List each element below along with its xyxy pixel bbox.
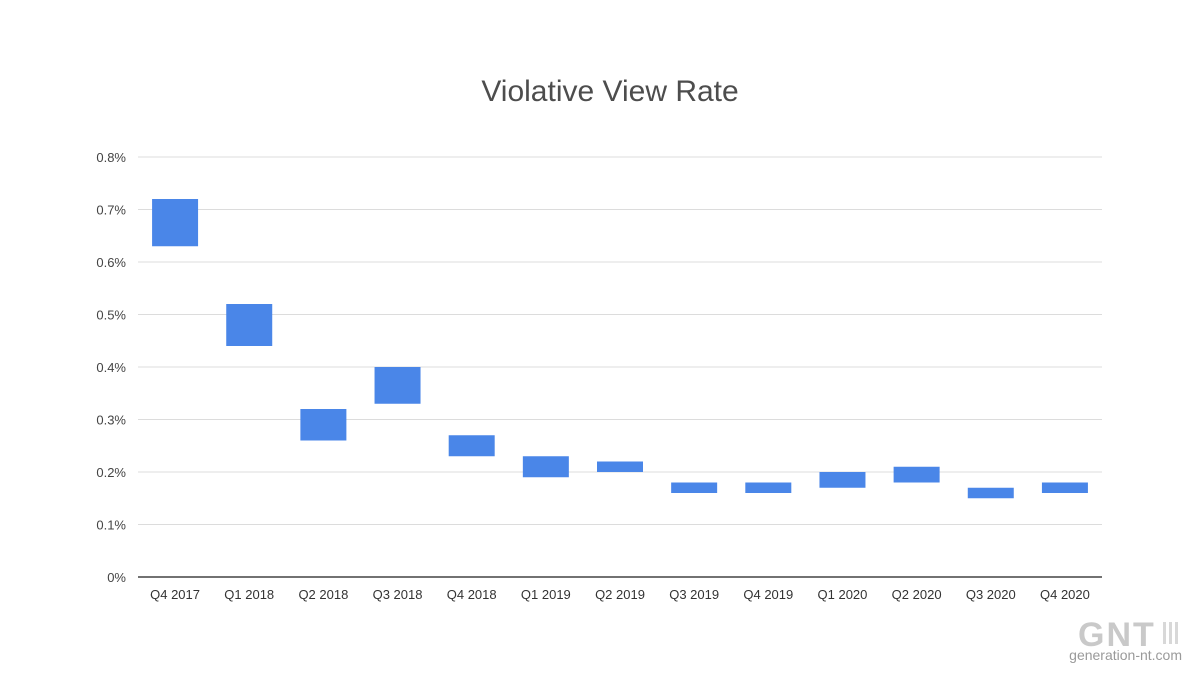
bar	[374, 367, 421, 404]
watermark-url: generation-nt.com	[1069, 647, 1182, 663]
bar	[522, 456, 569, 478]
x-tick-label: Q1 2019	[521, 587, 571, 602]
bars	[152, 199, 1088, 499]
x-tick-label: Q2 2020	[892, 587, 942, 602]
bar	[448, 435, 495, 457]
bar	[671, 482, 718, 493]
x-tick-label: Q3 2019	[669, 587, 719, 602]
bar	[152, 199, 199, 247]
watermark-bar-1	[1163, 622, 1166, 644]
bar	[893, 466, 940, 483]
bar	[1041, 482, 1088, 493]
bar	[745, 482, 792, 493]
y-tick-label: 0%	[107, 570, 126, 585]
x-tick-label: Q3 2020	[966, 587, 1016, 602]
x-axis-ticks: Q4 2017 Q1 2018 Q2 2018 Q3 2018 Q4 2018 Q1 20…	[150, 587, 1090, 602]
y-tick-label: 0.4%	[96, 360, 126, 375]
y-tick-label: 0.6%	[96, 255, 126, 270]
x-tick-label: Q4 2019	[743, 587, 793, 602]
x-tick-label: Q3 2018	[373, 587, 423, 602]
x-tick-label: Q4 2018	[447, 587, 497, 602]
bar	[300, 409, 347, 441]
y-axis-ticks: 0% 0.1% 0.2% 0.3% 0.4% 0.5% 0.6% 0.7% 0.8%	[96, 150, 126, 585]
x-tick-label: Q4 2020	[1040, 587, 1090, 602]
y-tick-label: 0.3%	[96, 413, 126, 428]
x-tick-label: Q4 2017	[150, 587, 200, 602]
watermark-bar-2	[1169, 622, 1172, 644]
y-tick-label: 0.5%	[96, 308, 126, 323]
watermark: GNT generation-nt.com	[1069, 616, 1182, 663]
y-tick-label: 0.7%	[96, 203, 126, 218]
chart-title: Violative View Rate	[481, 75, 738, 108]
grid	[138, 156, 1102, 578]
bar	[597, 461, 643, 472]
x-tick-label: Q1 2020	[818, 587, 868, 602]
bar	[819, 472, 866, 488]
y-tick-label: 0.8%	[96, 150, 126, 165]
bar	[226, 304, 273, 346]
watermark-bar-3	[1175, 622, 1178, 644]
y-tick-label: 0.2%	[96, 465, 126, 480]
y-tick-label: 0.1%	[96, 518, 126, 533]
watermark-logo: GNT	[1078, 616, 1156, 654]
x-tick-label: Q1 2018	[224, 587, 274, 602]
x-tick-label: Q2 2019	[595, 587, 645, 602]
bar	[967, 487, 1014, 499]
x-tick-label: Q2 2018	[298, 587, 348, 602]
